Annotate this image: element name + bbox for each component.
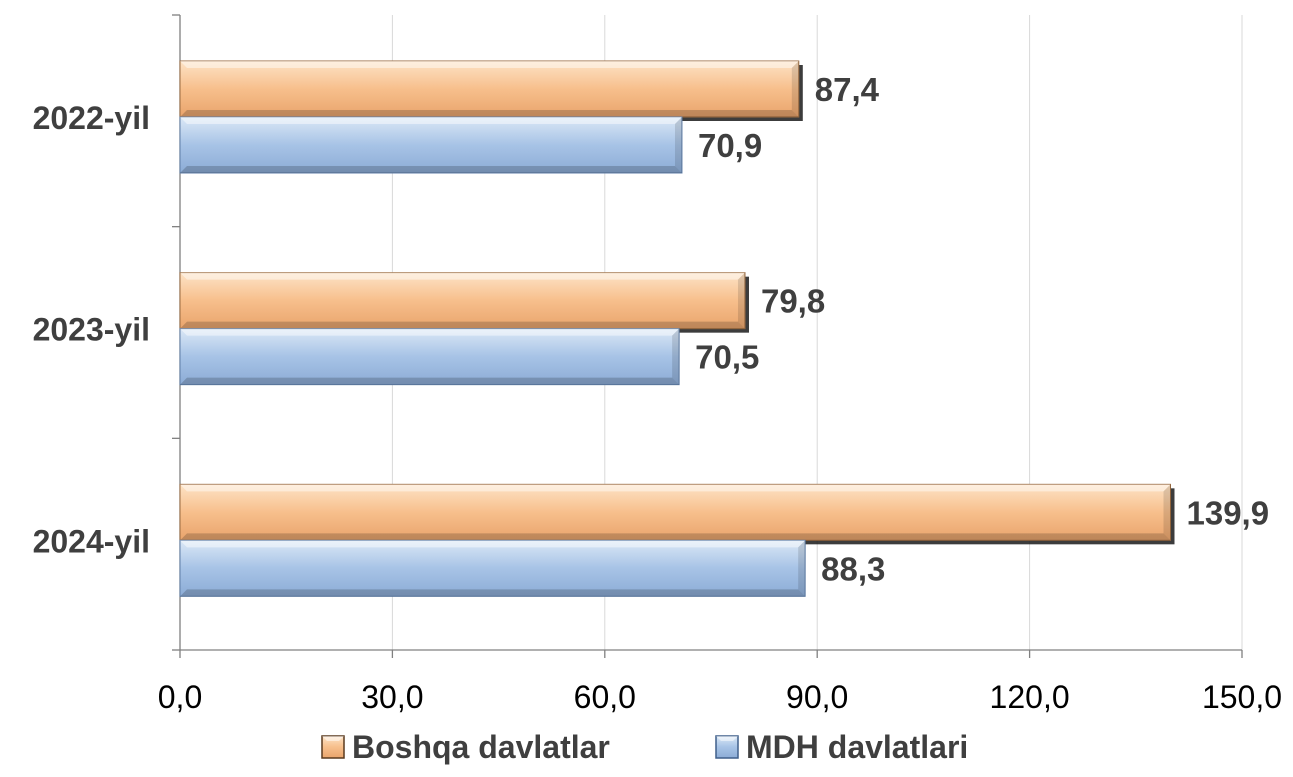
bar-bevel-bottom bbox=[180, 110, 799, 117]
bars bbox=[179, 60, 1175, 597]
bar-bevel-right bbox=[737, 272, 745, 329]
data-label: 87,4 bbox=[815, 71, 880, 108]
bar-bevel-top bbox=[180, 61, 799, 68]
bar-mdh-davlatlari bbox=[179, 116, 683, 174]
bar-boshqa-davlatlar bbox=[179, 60, 800, 118]
data-label: 70,9 bbox=[698, 127, 762, 164]
bar-bevel-bottom bbox=[180, 589, 806, 597]
x-tick-label: 60,0 bbox=[574, 679, 636, 715]
bar-boshqa-davlatlar bbox=[179, 272, 746, 330]
x-tick-label: 0,0 bbox=[158, 679, 202, 715]
bar-bevel-right bbox=[798, 540, 806, 597]
bar-mdh-davlatlari bbox=[179, 328, 680, 386]
bar-bevel-top bbox=[180, 540, 806, 548]
bar-bevel-top bbox=[180, 117, 682, 124]
bar-mdh-davlatlari bbox=[179, 539, 806, 597]
x-tick-label: 120,0 bbox=[990, 679, 1070, 715]
x-tick-label: 150,0 bbox=[1202, 679, 1282, 715]
data-label: 70,5 bbox=[695, 339, 759, 376]
x-tick-label: 90,0 bbox=[786, 679, 848, 715]
bar-bevel-bottom bbox=[180, 166, 682, 173]
bar-bevel-bottom bbox=[180, 533, 1171, 541]
legend: Boshqa davlatlar MDH davlatlari bbox=[321, 729, 968, 765]
data-label: 79,8 bbox=[761, 283, 825, 320]
bar-bevel-right bbox=[1163, 484, 1171, 541]
category-label: 2024-yil bbox=[33, 523, 150, 559]
labels: 0,0 30,0 60,0 90,0 120,0 150,0 87,4 70,9 2022-yi… bbox=[33, 71, 1282, 715]
x-tick-label: 30,0 bbox=[361, 679, 423, 715]
category-label: 2023-yil bbox=[33, 312, 150, 348]
bar-bevel-bottom bbox=[180, 377, 680, 385]
data-label: 88,3 bbox=[821, 550, 885, 587]
bar-bevel-right bbox=[791, 61, 799, 117]
bar-bevel-right bbox=[672, 328, 680, 385]
legend-swatch-bevel bbox=[322, 736, 344, 741]
legend-swatch-bevel bbox=[716, 736, 738, 741]
bar-bevel-right bbox=[674, 117, 682, 173]
bar-bevel-bottom bbox=[180, 321, 745, 329]
bar-boshqa-davlatlar bbox=[179, 483, 1171, 541]
legend-label: Boshqa davlatlar bbox=[352, 729, 610, 765]
bar-bevel-top bbox=[180, 484, 1171, 492]
bar-bevel-top bbox=[180, 328, 680, 336]
legend-label: MDH davlatlari bbox=[746, 729, 968, 765]
data-label: 139,9 bbox=[1186, 494, 1269, 531]
category-label: 2022-yil bbox=[33, 100, 150, 136]
bar-bevel-top bbox=[180, 272, 745, 280]
